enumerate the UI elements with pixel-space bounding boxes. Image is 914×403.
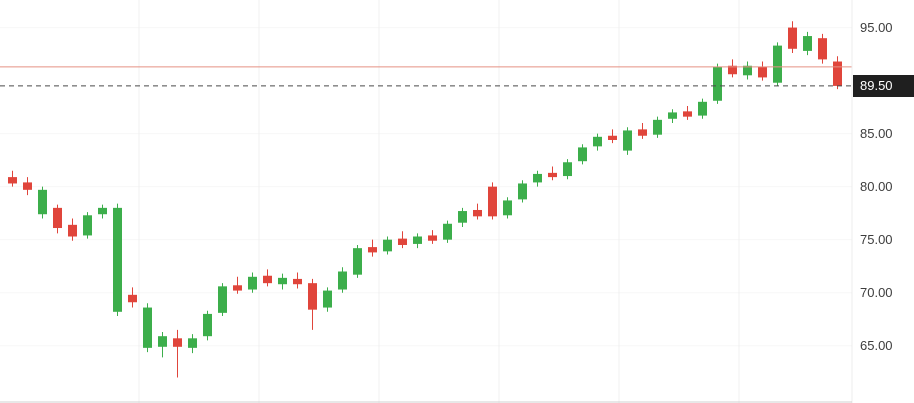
candle-body [293,278,302,285]
candle-body [98,207,107,215]
candle-body [713,66,722,101]
candle-body [638,129,647,136]
candle-body [428,235,437,241]
candle-body [188,338,197,348]
candle-body [23,182,32,190]
candle-body [398,238,407,245]
candle-body [443,223,452,240]
candle-body [353,248,362,275]
candle-body [518,183,527,200]
price-axis-label[interactable]: 75.00 [860,232,893,247]
candle-body [473,209,482,217]
candle-body [788,27,797,49]
candle-body [608,135,617,140]
candle-body [323,290,332,308]
candle-body [818,38,827,60]
candle-body [143,307,152,348]
candle-body [38,189,47,215]
candle-body [503,200,512,216]
price-axis-label[interactable]: 85.00 [860,126,893,141]
candle-body [248,276,257,290]
candle-body [278,277,287,285]
candle-body [803,36,812,51]
candle-body [308,283,317,310]
candle-body [623,130,632,151]
candle-body [548,172,557,178]
candle-body [8,177,17,184]
last-price-badge: 89.50 [853,74,914,97]
candle-body [728,65,737,75]
candle-body [533,173,542,183]
candle-body [128,294,137,303]
candle-body [653,119,662,135]
candle-body [263,275,272,284]
candle-body [833,61,842,86]
price-axis-label[interactable]: 65.00 [860,338,893,353]
candle-body [68,224,77,237]
price-axis-label[interactable]: 80.00 [860,179,893,194]
candle-body [338,271,347,290]
candle-body [383,239,392,252]
candle-body [698,101,707,116]
candle-body [773,45,782,83]
candle-body [53,207,62,229]
candle-body [218,286,227,313]
candle-body [593,136,602,147]
candle-body [563,162,572,177]
candle-body [113,207,122,312]
candle-body [173,338,182,347]
candle-body [743,65,752,76]
candle-body [158,336,167,347]
candle-body [83,215,92,236]
candle-body [668,112,677,119]
price-axis-label[interactable]: 70.00 [860,285,893,300]
candle-body [368,247,377,253]
candle-body [758,66,767,78]
candle-body [203,313,212,337]
price-axis-label[interactable]: 95.00 [860,20,893,35]
candle-body [578,147,587,162]
candle-body [233,285,242,291]
candle-body [488,186,497,217]
candle-body [683,111,692,117]
candle-body [458,211,467,223]
candle-body [413,236,422,244]
